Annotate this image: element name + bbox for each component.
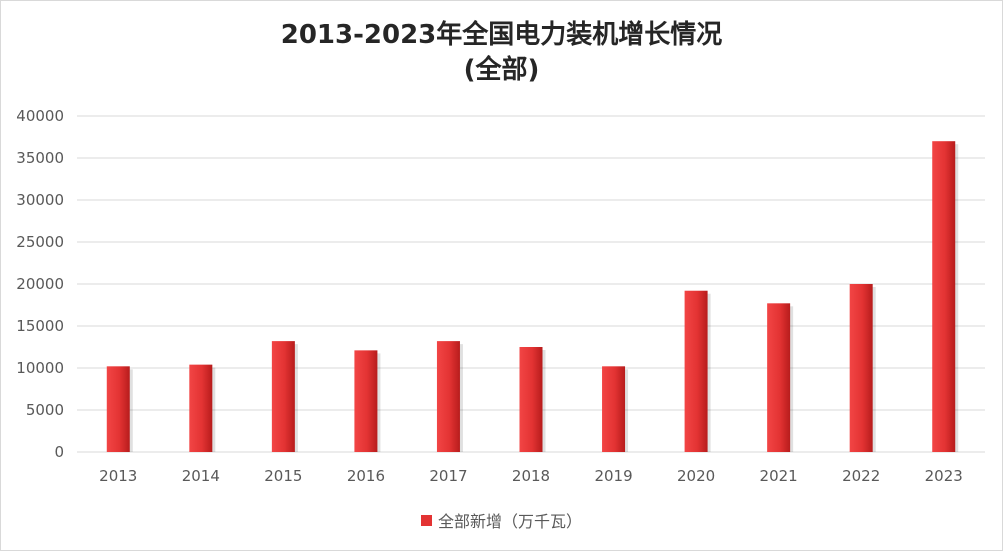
y-tick-label: 0 (54, 443, 64, 461)
x-tick-label: 2020 (677, 467, 715, 485)
bar-2016 (354, 350, 378, 452)
x-tick-label: 2018 (512, 467, 550, 485)
bar-2013 (106, 366, 130, 452)
x-tick-label: 2023 (925, 467, 963, 485)
chart-title: 2013-2023年全国电力装机增长情况 (280, 20, 723, 50)
y-tick-label: 20000 (16, 275, 64, 293)
bars (106, 141, 959, 452)
x-tick-label: 2022 (842, 467, 880, 485)
bar-2021 (767, 303, 791, 452)
bar-2019 (602, 366, 626, 452)
bar-2015 (271, 341, 295, 452)
x-tick-label: 2021 (760, 467, 798, 485)
bar-2023 (932, 141, 956, 452)
x-tick-label: 2013 (99, 467, 137, 485)
y-tick-label: 5000 (26, 401, 64, 419)
x-tick-label: 2019 (594, 467, 632, 485)
x-tick-label: 2015 (264, 467, 302, 485)
legend-label: 全部新增（万千瓦） (437, 512, 582, 531)
bar-2014 (189, 364, 213, 452)
legend-swatch (420, 514, 432, 526)
x-tick-label: 2017 (429, 467, 467, 485)
bar-2020 (684, 290, 708, 452)
y-tick-label: 15000 (16, 317, 64, 335)
y-tick-label: 25000 (16, 233, 64, 251)
x-tick-label: 2014 (182, 467, 220, 485)
y-tick-label: 10000 (16, 359, 64, 377)
chart-subtitle: (全部) (463, 55, 540, 85)
y-tick-label: 40000 (16, 107, 64, 125)
y-tick-label: 35000 (16, 149, 64, 167)
y-tick-label: 30000 (16, 191, 64, 209)
x-axis-ticks: 2013 2014 2015 2016 2017 2018 2019 2020 2021 2022… (99, 467, 963, 485)
x-tick-label: 2016 (347, 467, 385, 485)
legend: 全部新增（万千瓦） (0, 508, 1003, 532)
y-axis-ticks: 0 5000 10000 15000 20000 25000 30000 35000 40000 (16, 107, 64, 461)
bar-2018 (519, 347, 543, 452)
bar-2017 (436, 341, 460, 452)
bar-2022 (849, 284, 873, 452)
